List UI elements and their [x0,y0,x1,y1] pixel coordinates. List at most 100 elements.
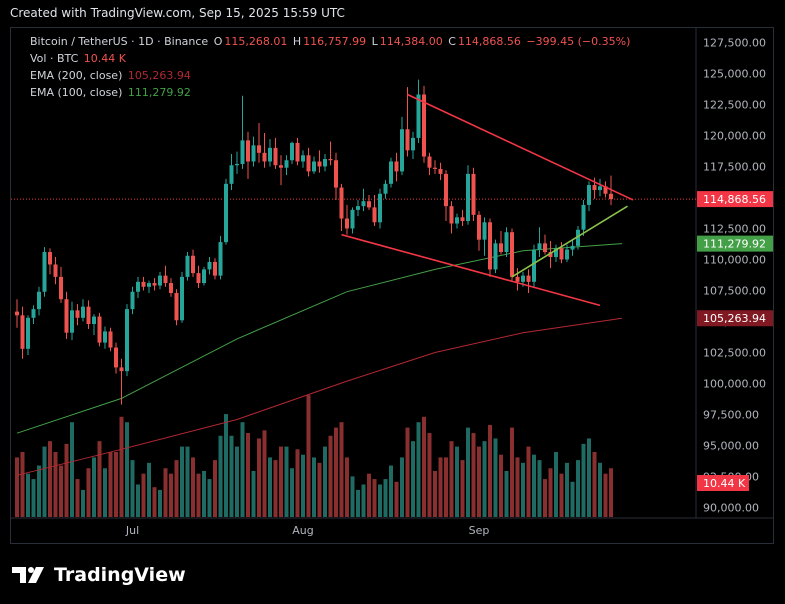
y-tick-label: 95,000.00 [703,440,759,453]
volume-bar [488,424,492,517]
price-badge-bg [697,191,773,208]
candle-body [328,159,333,161]
candle-body [361,201,366,207]
legend-c-label: C [448,35,456,48]
volume-bar [317,462,322,517]
candle-body [400,129,404,172]
candle-body [422,94,426,157]
volume-bar [185,446,190,517]
legend-change: −399.45 (−0.35%) [526,35,631,48]
candle-body [554,248,558,258]
volume-bar [196,473,201,517]
candle-body [169,283,173,293]
volume-bar [251,470,256,517]
volume-bar [400,457,404,517]
chart-frame[interactable]: 127,500.00 125,000.00 122,500.00 120,000.00… [10,27,774,544]
candle-body [444,173,448,207]
volume-bar [235,446,239,517]
y-tick-label: 107,500.00 [703,285,766,298]
volume-bar [565,462,569,517]
candle-body [389,161,393,184]
y-tick-label: 110,000.00 [703,253,766,266]
candle-body [213,261,217,276]
legend-ema100-value: 111,279.92 [127,86,191,99]
y-tick-label: 117,500.00 [703,160,766,173]
volume-bar [224,414,228,517]
volume-bar [581,443,586,517]
candle-body [334,160,338,188]
header-created: Created with TradingView.com, Sep 15, 20… [10,6,345,20]
candle-body [207,261,212,270]
candle-body [42,252,47,292]
candle-body [570,245,575,250]
candle-body [70,310,74,333]
candle-body [301,155,305,162]
candle-body [191,255,195,274]
candle-body [499,243,503,253]
candle-body [510,232,514,277]
candle-body [345,218,349,229]
volume-bar [422,416,426,517]
candle-body [372,207,377,223]
candle-body [163,275,168,284]
candle-body [81,306,85,318]
volume-bar [246,433,250,517]
candle-body [339,187,344,219]
volume-badge-bg [697,475,749,491]
volume-bar [86,468,91,517]
volume-bar [119,416,124,517]
volume-bar [603,473,608,517]
legend-o: 115,268.01 [224,35,288,48]
candle-body [48,252,52,265]
volume-bar [191,457,195,517]
legend-o-label: O [213,35,223,48]
volume-bar [262,430,267,517]
candle-body [581,204,586,230]
candle-body [64,299,69,333]
candle-body [114,347,118,368]
volume-bar [37,465,41,517]
candle-body [587,185,591,205]
ema200-line [16,317,623,476]
volume-bar [229,435,234,517]
candle-body [152,283,157,286]
candle-body [75,310,80,318]
legend-ema200: EMA (200, close) 105,263.94 [30,69,193,82]
volume-bar [543,479,547,517]
volume-bar [48,441,52,517]
volume-bar [356,489,360,517]
candle-body [317,161,322,167]
candle-body [609,193,613,200]
candle-body [383,183,388,194]
candle-body [86,306,91,324]
volume-bar [559,473,564,517]
candle-body [427,156,432,168]
y-tick-label: 125,000.00 [703,67,766,80]
volume-bar [444,457,448,517]
volume-bar [548,468,553,517]
candle-body [559,248,564,260]
legend-h-label: H [292,35,302,48]
volume-bar [169,473,173,517]
volume-bar [70,422,74,517]
volume-bar [257,438,261,517]
volume-bar [433,470,437,517]
volume-bar [20,452,25,517]
volume-bar [306,395,311,517]
candle-body [92,316,96,324]
volume-bar [81,489,85,517]
price-chart[interactable]: 127,500.00 125,000.00 122,500.00 120,000.00… [11,28,773,543]
volume-bar [532,454,536,517]
trendline-lower [341,233,601,307]
volume-bar [504,470,509,517]
candle-body [471,173,476,215]
candle-body [240,140,245,164]
volume-bar [180,446,184,517]
volume-bar [515,457,520,517]
volume-bar [361,484,366,517]
x-tick-label: Aug [292,524,313,537]
candle-body [53,264,58,277]
volume-bar [268,457,272,517]
legend-ema200-value: 105,263.94 [127,69,191,82]
volume-bar [372,479,377,517]
